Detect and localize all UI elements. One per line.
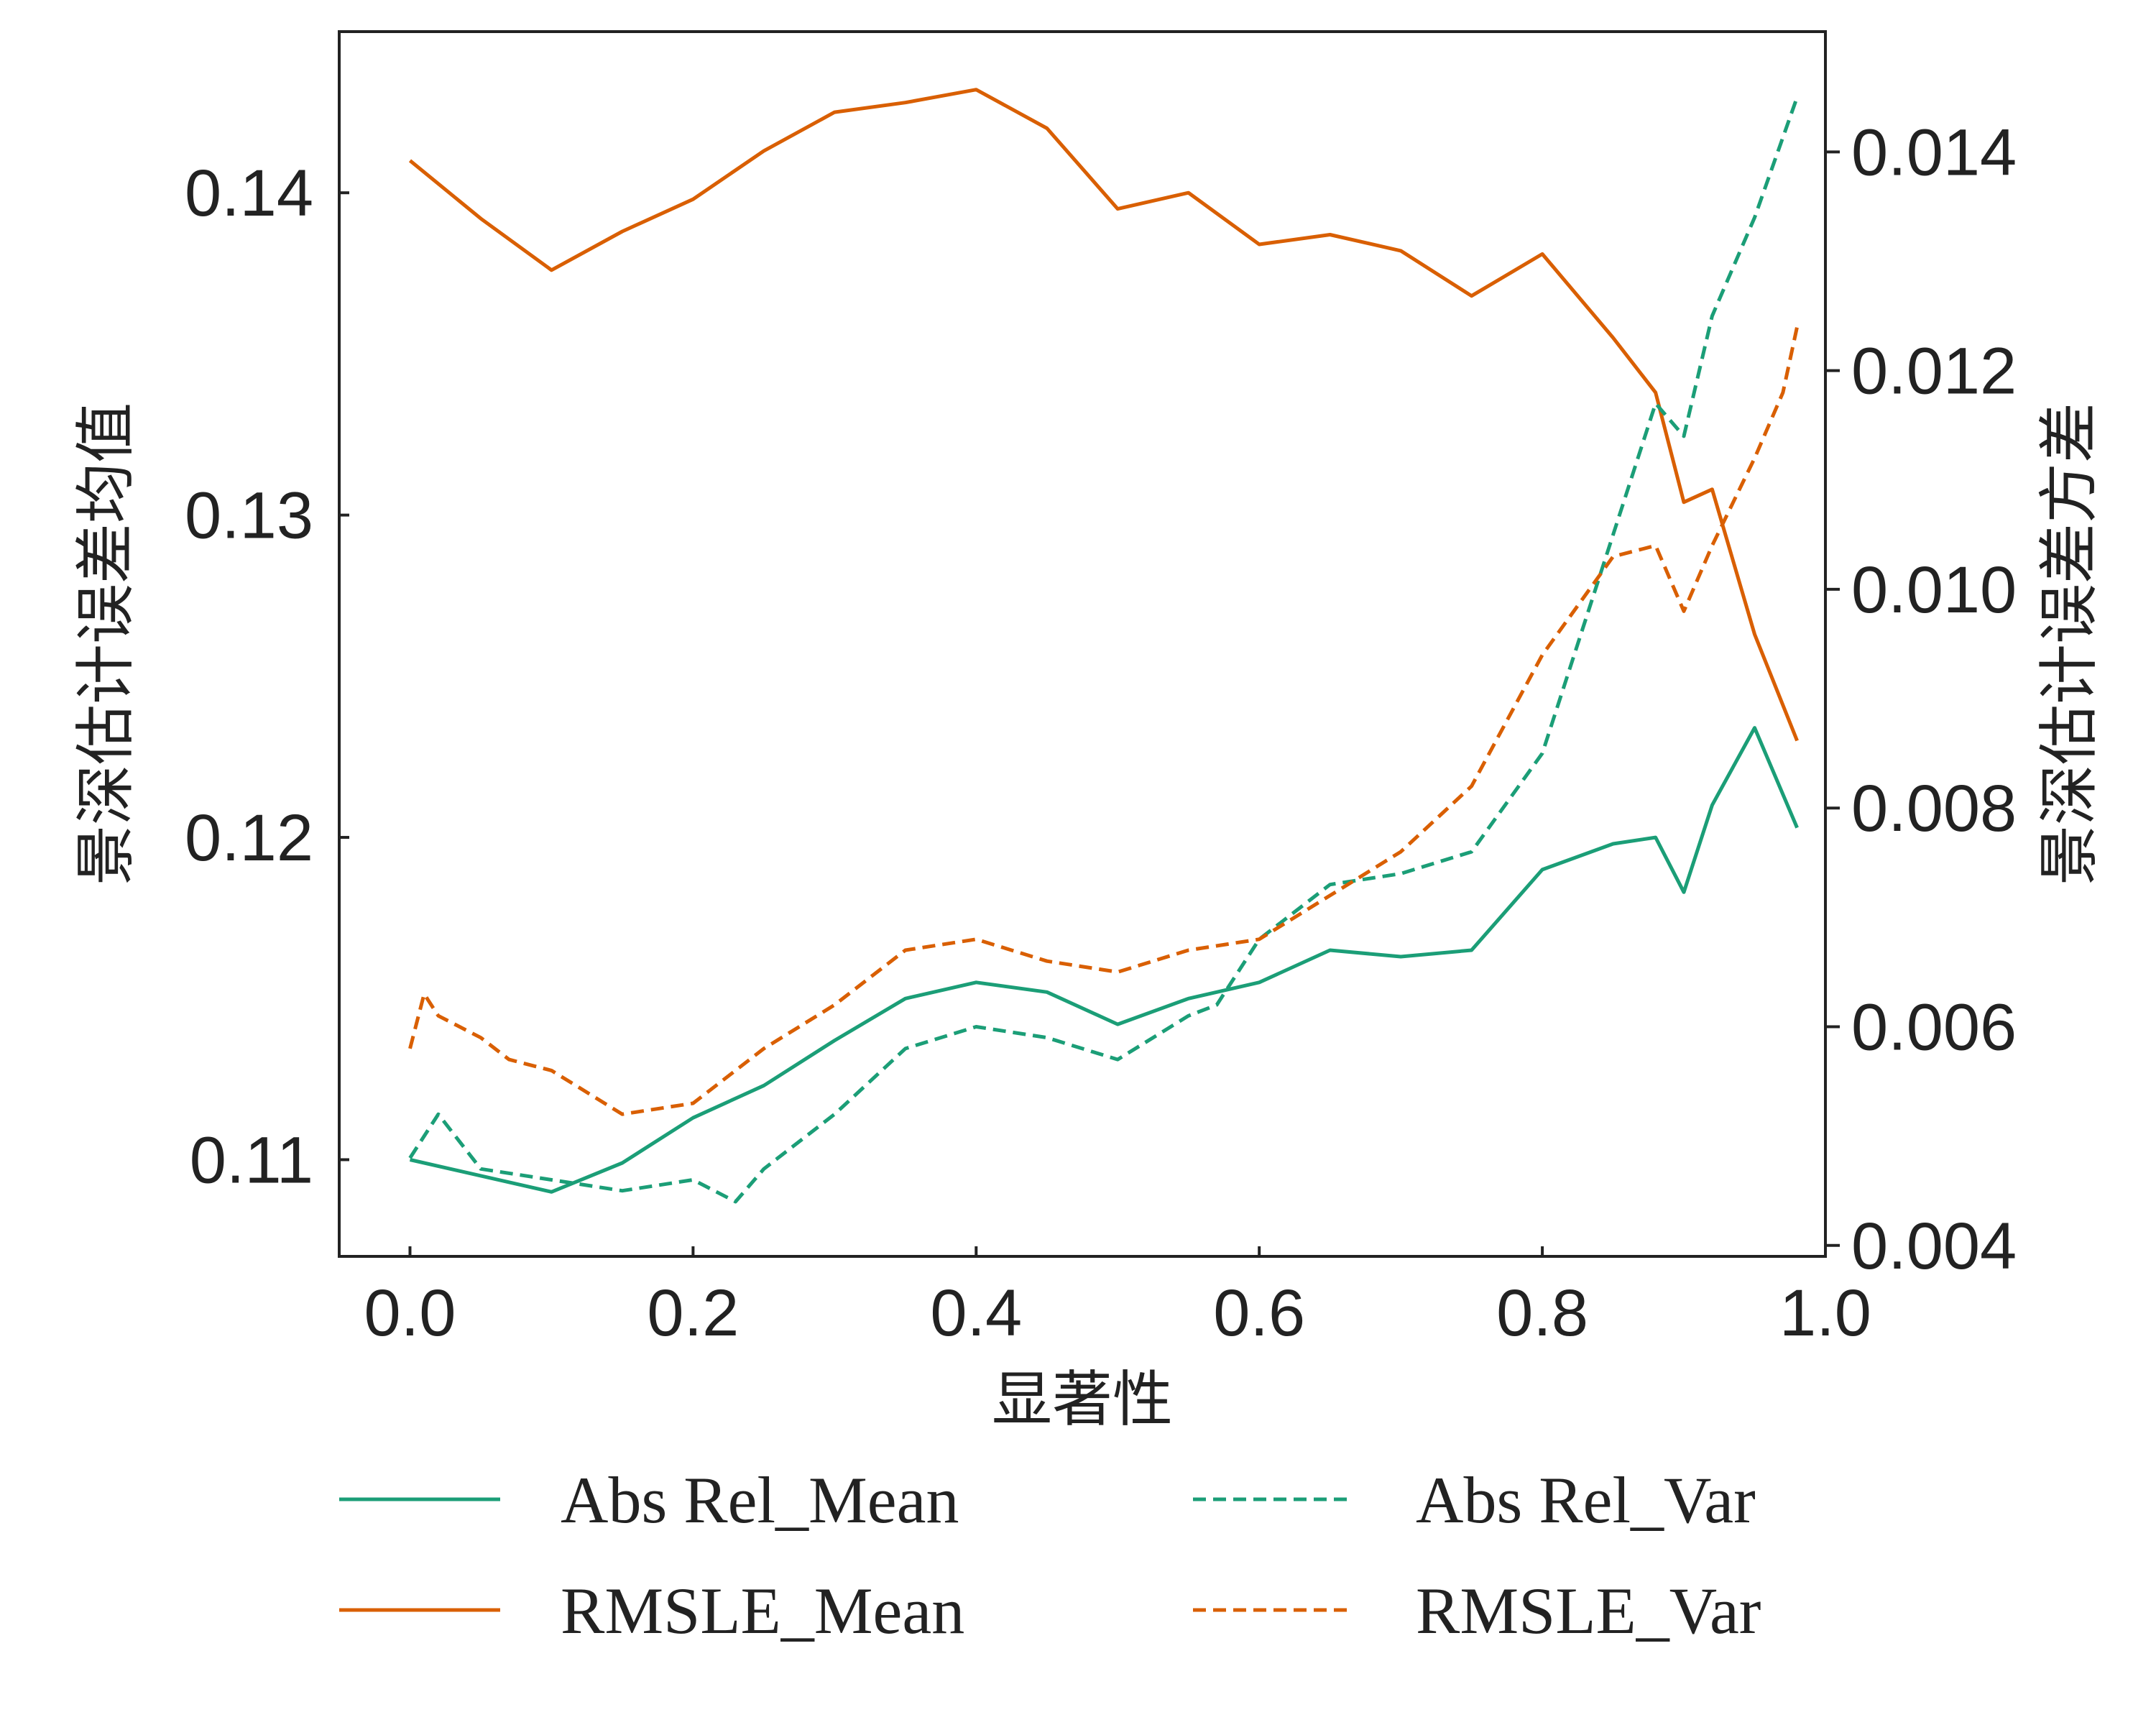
left-y-tick-label: 0.14 [185,157,313,230]
left-y-axis-title: 景深估计误差均值 [70,402,141,886]
x-tick-label: 0.4 [930,1276,1022,1350]
x-tick-label: 0.2 [647,1276,739,1350]
legend-label-rmsle-mean: RMSLE_Mean [561,1574,964,1647]
series-lines [408,88,1800,1204]
legend-label-abs-rel-var: Abs Rel_Var [1416,1463,1756,1537]
right-y-tick-label: 0.004 [1851,1210,2017,1283]
legend: Abs Rel_Mean RMSLE_Mean Abs Rel_Var RMSL… [339,1463,1761,1647]
x-tick-label: 0.6 [1213,1276,1305,1350]
series-line-rmsle-mean [408,88,1799,742]
plot-frame [338,30,1827,1258]
right-y-tick-label: 0.008 [1851,772,2017,845]
legend-item-abs-rel-mean: Abs Rel_Mean [339,1463,959,1537]
x-tick-label: 0.8 [1496,1276,1588,1350]
axis-ticks: 0.0 0.2 0.4 0.6 0.8 1.0 0.11 0.12 0.13 0.14 0.004 0… [185,116,2017,1350]
right-y-tick-label: 0.012 [1851,335,2017,408]
right-y-axis-title: 景深估计误差方差 [2034,402,2104,886]
legend-label-rmsle-var: RMSLE_Var [1416,1574,1761,1647]
legend-item-rmsle-mean: RMSLE_Mean [339,1574,964,1647]
right-y-tick-label: 0.014 [1851,116,2017,189]
x-tick-label: 1.0 [1779,1276,1871,1350]
left-y-tick-label: 0.13 [185,479,313,553]
series-line-abs-rel-var [408,96,1799,1204]
series-line-rmsle-var [408,326,1800,1116]
series-line-abs-rel-mean [409,726,1799,1194]
legend-label-abs-rel-mean: Abs Rel_Mean [561,1463,959,1537]
left-y-tick-label: 0.12 [185,801,313,875]
legend-item-rmsle-var: RMSLE_Var [1193,1574,1761,1647]
legend-item-abs-rel-var: Abs Rel_Var [1193,1463,1756,1537]
right-y-tick-label: 0.010 [1851,553,2017,627]
right-y-tick-label: 0.006 [1851,991,2017,1064]
left-y-tick-label: 0.11 [190,1123,313,1197]
x-tick-label: 0.0 [364,1276,456,1350]
x-axis-title: 显著性 [992,1364,1173,1435]
